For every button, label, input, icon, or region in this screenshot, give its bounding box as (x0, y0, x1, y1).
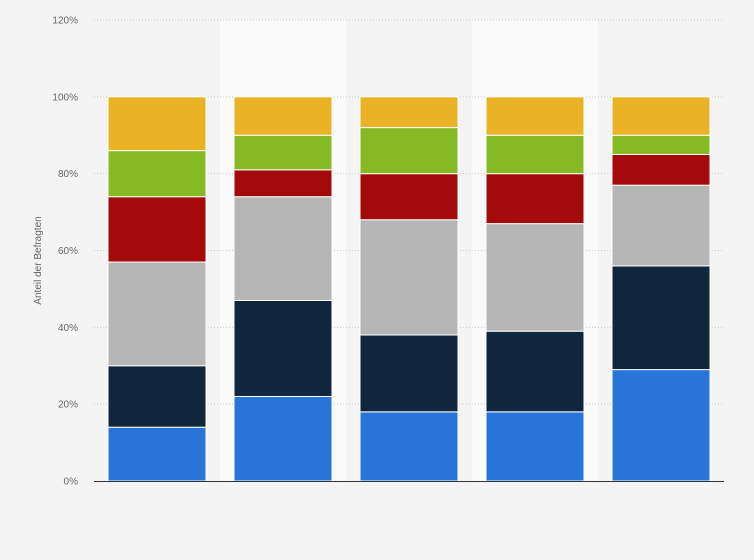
bar-stacks (107, 96, 711, 482)
bar-segment[interactable] (107, 426, 207, 482)
bar-segment[interactable] (233, 196, 333, 301)
bar-segment[interactable] (485, 96, 585, 136)
bar-segment[interactable] (485, 411, 585, 482)
bar-segment[interactable] (107, 150, 207, 198)
bar-segment[interactable] (107, 196, 207, 263)
bar-segment[interactable] (233, 395, 333, 482)
bar-segment[interactable] (611, 134, 711, 155)
y-tick-label: 20% (58, 400, 78, 411)
bar-segment[interactable] (359, 219, 459, 336)
bar-segment[interactable] (485, 134, 585, 175)
bar-segment[interactable] (485, 223, 585, 332)
bar-segment[interactable] (233, 96, 333, 136)
bar-segment[interactable] (611, 369, 711, 482)
bar-segment[interactable] (611, 153, 711, 186)
y-tick-label: 60% (58, 246, 78, 257)
y-tick-label: 120% (52, 16, 78, 27)
bar-segment[interactable] (107, 365, 207, 428)
y-axis-tick-labels: 0% 20% 40% 60% 80% 100% 120% (52, 16, 78, 488)
bar-segment[interactable] (611, 265, 711, 371)
bar-segment[interactable] (233, 169, 333, 198)
bar-segment[interactable] (107, 261, 207, 367)
bar-segment[interactable] (359, 96, 459, 129)
bar-segment[interactable] (359, 127, 459, 175)
bar-segment[interactable] (233, 299, 333, 397)
bar-segment[interactable] (611, 184, 711, 267)
y-tick-label: 80% (58, 169, 78, 180)
y-axis-title: Anteil der Befragten (33, 216, 44, 304)
bar-segment[interactable] (233, 134, 333, 171)
y-tick-label: 0% (64, 477, 79, 488)
bar-segment[interactable] (107, 96, 207, 152)
bar-segment[interactable] (359, 411, 459, 482)
bar-segment[interactable] (359, 334, 459, 413)
bar-segment[interactable] (611, 96, 711, 136)
bar-segment[interactable] (359, 173, 459, 221)
y-tick-label: 40% (58, 323, 78, 334)
y-tick-label: 100% (52, 92, 78, 103)
bar-segment[interactable] (485, 330, 585, 413)
bar-segment[interactable] (485, 173, 585, 225)
